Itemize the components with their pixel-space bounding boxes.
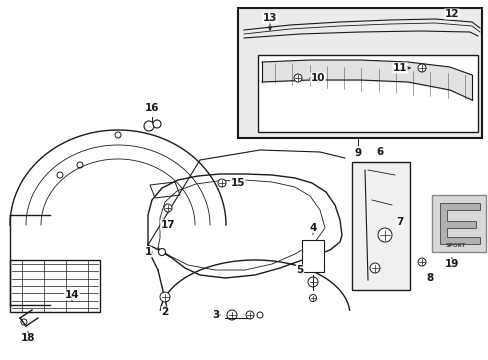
Text: 18: 18	[20, 333, 35, 343]
Circle shape	[226, 310, 237, 320]
Text: 6: 6	[376, 147, 383, 157]
Circle shape	[307, 277, 317, 287]
Bar	[351, 162, 409, 290]
Circle shape	[160, 292, 170, 302]
Circle shape	[377, 228, 391, 242]
Text: 15: 15	[230, 178, 245, 188]
Bar	[258, 55, 477, 132]
Text: 14: 14	[64, 290, 79, 300]
Circle shape	[153, 120, 161, 128]
Bar	[10, 260, 100, 312]
Text: 4: 4	[309, 223, 316, 233]
Text: 8: 8	[426, 273, 433, 283]
Circle shape	[245, 311, 253, 319]
Circle shape	[143, 121, 154, 131]
Circle shape	[369, 263, 379, 273]
Circle shape	[417, 64, 425, 72]
Bar	[431, 195, 485, 252]
Text: 19: 19	[444, 259, 458, 269]
Polygon shape	[439, 203, 479, 244]
Circle shape	[293, 74, 302, 82]
Text: 17: 17	[161, 220, 175, 230]
Text: 1: 1	[144, 247, 151, 257]
Bar	[238, 8, 481, 138]
Text: 2: 2	[161, 307, 168, 317]
Circle shape	[417, 258, 425, 266]
Text: 12: 12	[444, 9, 458, 19]
Text: 9: 9	[354, 148, 361, 158]
Circle shape	[309, 294, 316, 302]
Circle shape	[158, 248, 165, 256]
Text: SPORT: SPORT	[445, 243, 465, 248]
Text: 7: 7	[395, 217, 403, 227]
Text: 13: 13	[262, 13, 277, 23]
Text: 5: 5	[296, 265, 303, 275]
Bar	[302, 240, 324, 272]
Text: 10: 10	[310, 73, 325, 83]
Text: 16: 16	[144, 103, 159, 113]
Text: 3: 3	[212, 310, 219, 320]
Circle shape	[163, 204, 172, 212]
Circle shape	[218, 179, 225, 187]
Text: 11: 11	[392, 63, 407, 73]
